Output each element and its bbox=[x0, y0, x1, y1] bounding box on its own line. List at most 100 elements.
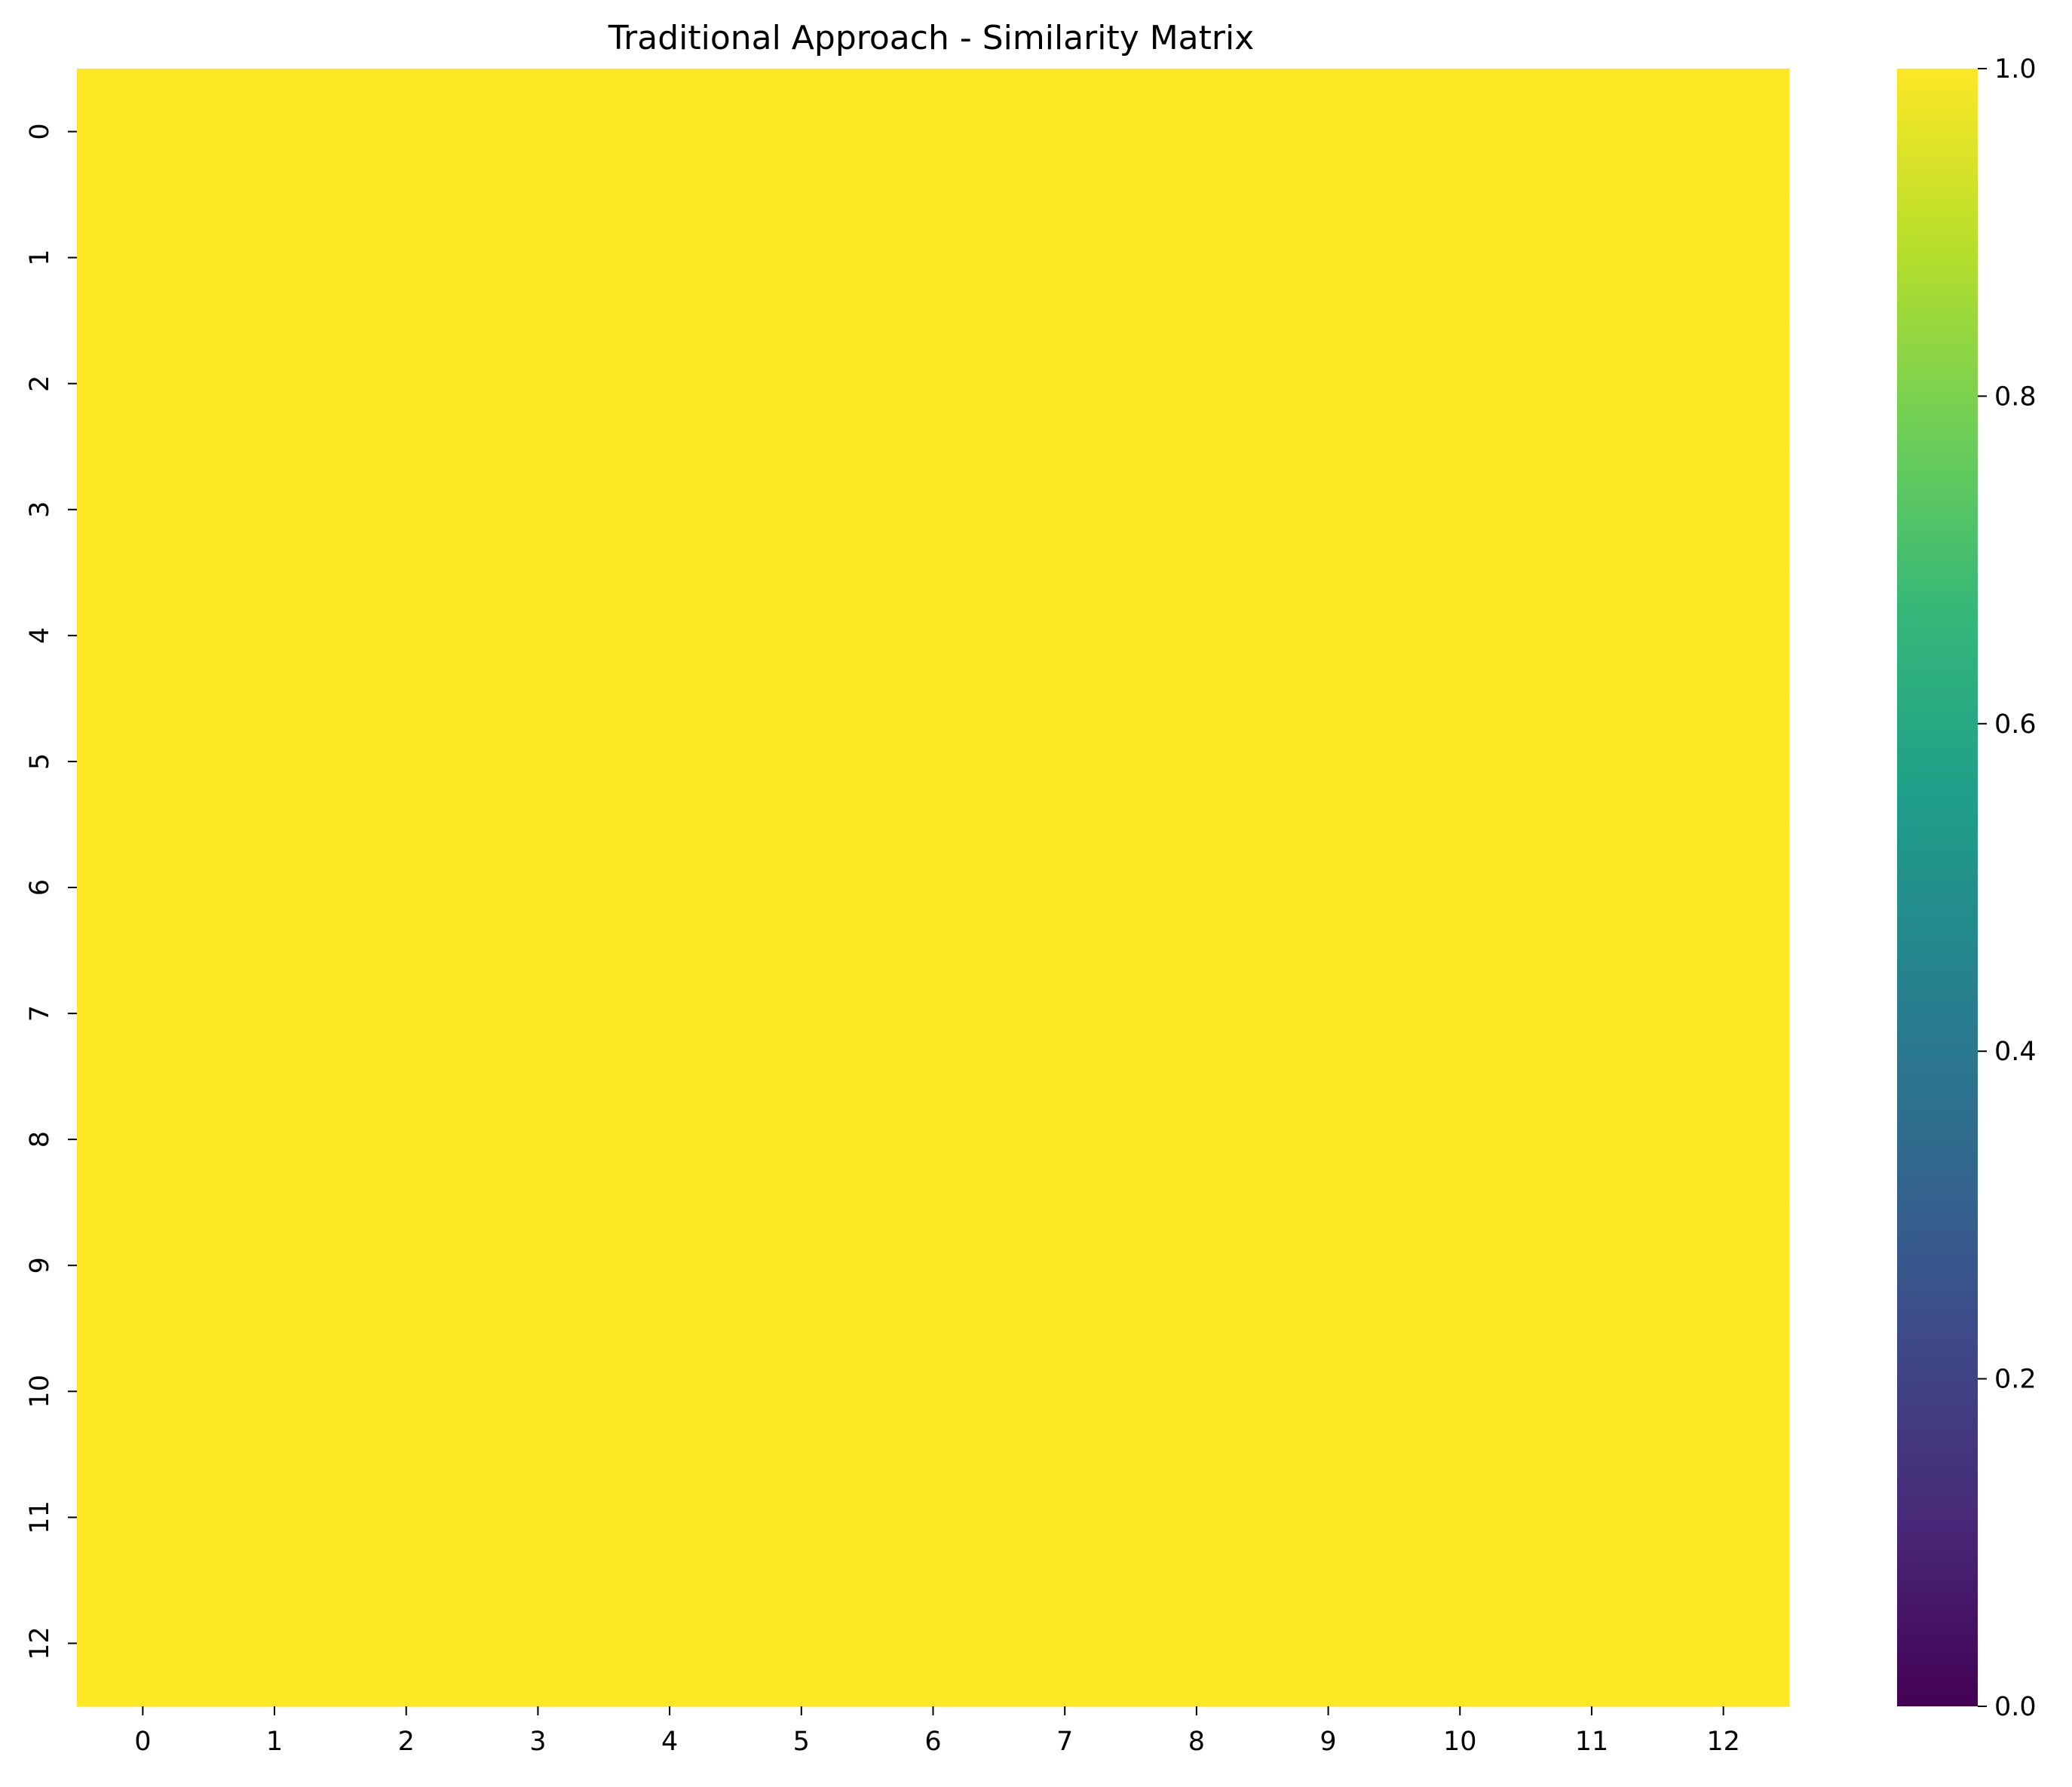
heatmap-cell bbox=[1657, 572, 1790, 699]
heatmap-cell bbox=[735, 950, 868, 1077]
heatmap-cell bbox=[472, 195, 605, 321]
x-axis: 0 1 2 3 4 5 6 7 8 9 10 11 12 bbox=[134, 1706, 1740, 1757]
heatmap-cell bbox=[998, 320, 1132, 447]
heatmap-cell bbox=[208, 824, 341, 952]
heatmap-cell bbox=[208, 195, 341, 321]
heatmap-cell bbox=[998, 1202, 1132, 1329]
heatmap-cell bbox=[1525, 446, 1658, 573]
colorbar-tick-label: 0.4 bbox=[1994, 1037, 2037, 1067]
heatmap-cell bbox=[340, 69, 473, 195]
heatmap-cell bbox=[603, 698, 737, 826]
heatmap-cell bbox=[77, 572, 210, 699]
y-tick-label: 4 bbox=[25, 627, 55, 644]
heatmap-cell bbox=[1657, 1580, 1790, 1707]
heatmap-cell bbox=[1262, 1580, 1395, 1707]
y-tick-label: 1 bbox=[25, 249, 55, 265]
x-tick-label: 3 bbox=[529, 1727, 546, 1757]
heatmap-cell bbox=[208, 320, 341, 447]
x-tick-label: 11 bbox=[1575, 1727, 1609, 1757]
heatmap-cell bbox=[77, 698, 210, 826]
heatmap-cell bbox=[998, 69, 1132, 195]
heatmap-cell bbox=[1393, 446, 1527, 573]
heatmap-cell bbox=[603, 320, 737, 447]
heatmap-cell bbox=[1525, 1202, 1658, 1329]
heatmap-cell bbox=[1393, 698, 1527, 826]
heatmap-cell bbox=[867, 1580, 1000, 1707]
x-tick-label: 5 bbox=[793, 1727, 810, 1757]
heatmap-cell bbox=[1525, 572, 1658, 699]
heatmap-cell bbox=[735, 1454, 868, 1581]
heatmap-cell bbox=[1130, 950, 1263, 1077]
x-tick-label: 2 bbox=[398, 1727, 415, 1757]
heatmap-cell bbox=[1393, 69, 1527, 195]
heatmap-cell bbox=[208, 446, 341, 573]
y-tick-label: 5 bbox=[25, 753, 55, 770]
heatmap-cell bbox=[1262, 824, 1395, 952]
heatmap-cell bbox=[1262, 1076, 1395, 1203]
heatmap-cell bbox=[603, 69, 737, 195]
heatmap-cells bbox=[77, 69, 1790, 1707]
heatmap-cell bbox=[1130, 572, 1263, 699]
heatmap-cell bbox=[1130, 69, 1263, 195]
x-tick-label: 8 bbox=[1188, 1727, 1205, 1757]
heatmap-cell bbox=[472, 1580, 605, 1707]
heatmap-cell bbox=[1393, 195, 1527, 321]
heatmap-cell bbox=[1393, 572, 1527, 699]
heatmap-cell bbox=[208, 1076, 341, 1203]
y-tick-label: 10 bbox=[25, 1375, 55, 1408]
heatmap-cell bbox=[340, 195, 473, 321]
heatmap-cell bbox=[603, 950, 737, 1077]
heatmap-cell bbox=[1525, 698, 1658, 826]
heatmap-cell bbox=[1525, 824, 1658, 952]
heatmap-cell bbox=[1657, 824, 1790, 952]
y-tick-label: 12 bbox=[25, 1626, 55, 1660]
heatmap-cell bbox=[735, 320, 868, 447]
heatmap-cell bbox=[340, 950, 473, 1077]
heatmap-cell bbox=[603, 1202, 737, 1329]
heatmap-cell bbox=[1262, 195, 1395, 321]
heatmap-cell bbox=[208, 1328, 341, 1455]
heatmap-cell bbox=[735, 446, 868, 573]
heatmap-cell bbox=[77, 1328, 210, 1455]
heatmap-cell bbox=[867, 572, 1000, 699]
heatmap-cell bbox=[472, 824, 605, 952]
heatmap-cell bbox=[1525, 1580, 1658, 1707]
heatmap-cell bbox=[472, 446, 605, 573]
heatmap-cell bbox=[77, 824, 210, 952]
heatmap-cell bbox=[1657, 69, 1790, 195]
heatmap-cell bbox=[998, 1076, 1132, 1203]
heatmap-cell bbox=[1262, 1202, 1395, 1329]
heatmap-cell bbox=[603, 446, 737, 573]
y-tick-label: 9 bbox=[25, 1257, 55, 1274]
heatmap-cell bbox=[735, 698, 868, 826]
colorbar-tick-label: 0.6 bbox=[1994, 710, 2037, 740]
y-tick-label: 0 bbox=[25, 123, 55, 139]
heatmap-cell bbox=[735, 1328, 868, 1455]
heatmap-cell bbox=[867, 1454, 1000, 1581]
heatmap-cell bbox=[1393, 1454, 1527, 1581]
heatmap-cell bbox=[998, 572, 1132, 699]
heatmap-cell bbox=[77, 320, 210, 447]
heatmap-cell bbox=[340, 1454, 473, 1581]
heatmap-cell bbox=[77, 69, 210, 195]
heatmap-cell bbox=[867, 1202, 1000, 1329]
heatmap-cell bbox=[1262, 698, 1395, 826]
heatmap-cell bbox=[340, 698, 473, 826]
heatmap-cell bbox=[1262, 320, 1395, 447]
heatmap-cell bbox=[1130, 1454, 1263, 1581]
heatmap-cell bbox=[1525, 1076, 1658, 1203]
heatmap-cell bbox=[1393, 320, 1527, 447]
heatmap-cell bbox=[1525, 69, 1658, 195]
heatmap-cell bbox=[735, 195, 868, 321]
heatmap-cell bbox=[1262, 69, 1395, 195]
heatmap-cell bbox=[472, 1454, 605, 1581]
heatmap-cell bbox=[735, 1580, 868, 1707]
heatmap-cell bbox=[603, 1580, 737, 1707]
heatmap-cell bbox=[735, 1202, 868, 1329]
heatmap-cell bbox=[1130, 1328, 1263, 1455]
heatmap-cell bbox=[208, 1580, 341, 1707]
x-tick-label: 9 bbox=[1320, 1727, 1336, 1757]
heatmap-cell bbox=[208, 572, 341, 699]
